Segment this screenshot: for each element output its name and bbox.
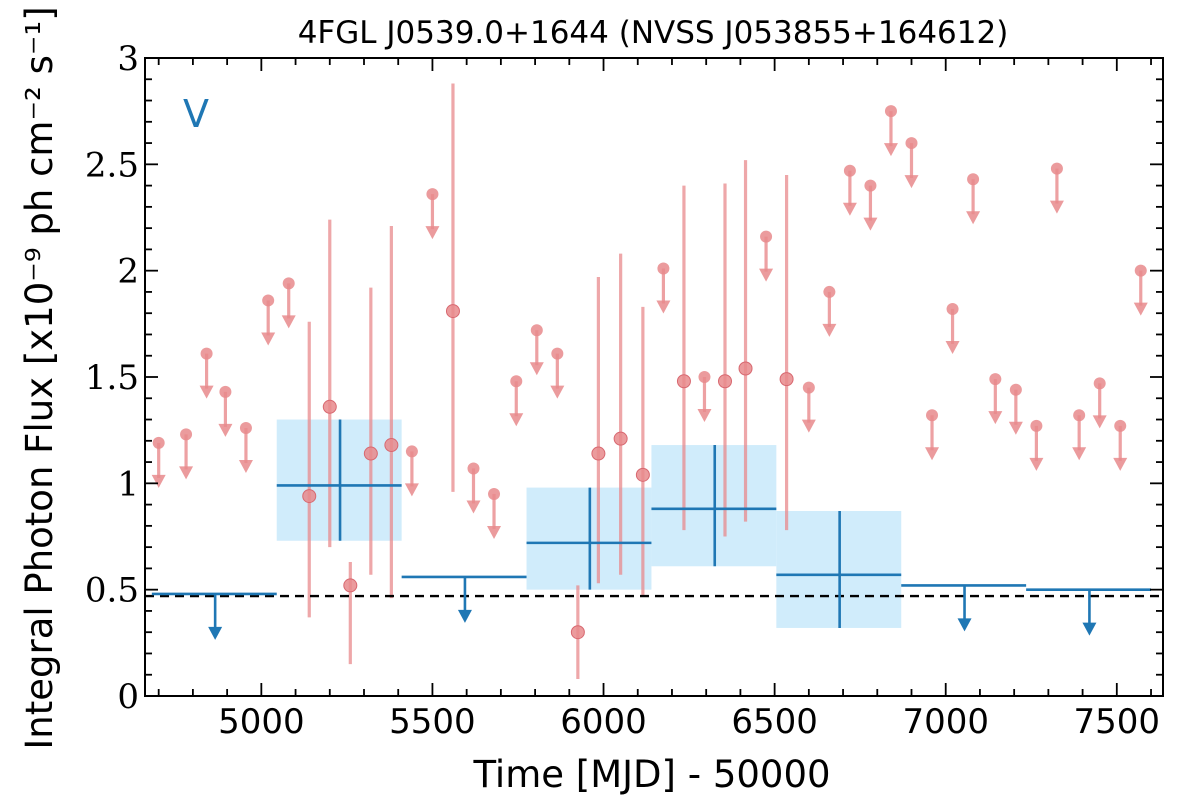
short-bin-point <box>322 399 337 414</box>
short-bin-upper-limit-arrowhead <box>199 385 214 399</box>
short-bin-upper-limit-arrowhead <box>179 466 194 480</box>
y-tick-label: 1.5 <box>85 358 139 398</box>
short-bin-upper-limit-arrowhead <box>509 413 524 427</box>
short-bin-upper-limit-arrowhead <box>529 362 544 376</box>
short-bin-point <box>779 372 794 387</box>
plot-frame <box>144 57 1164 697</box>
y-tick-label: 2.5 <box>85 145 139 185</box>
axes: 5000 5500 6000 6500 7000 7500 0 0.5 1 1.5 2 2.5 3 <box>85 39 1164 742</box>
y-tick-label: 0.5 <box>85 571 139 611</box>
short-bin-upper-limit-arrowhead <box>238 460 253 474</box>
short-bin-upper-limit-arrowhead <box>1072 447 1087 461</box>
plot-area <box>145 83 1163 679</box>
short-bin-upper-limit-arrowhead <box>1113 457 1128 471</box>
short-bin-upper-limit-arrowhead <box>966 211 981 225</box>
long-bin-upper-limit-arrowhead <box>1082 622 1097 636</box>
short-bin-upper-limit-arrowhead <box>1049 200 1064 214</box>
short-bin-upper-limit-arrowhead <box>550 385 565 399</box>
short-bin-point <box>384 438 399 453</box>
short-bin-upper-limit-arrowhead <box>945 340 960 354</box>
short-bin-upper-limit-arrowhead <box>1133 302 1148 316</box>
y-tick-label: 3 <box>117 39 139 79</box>
short-bin-upper-limit-arrowhead <box>697 409 712 422</box>
short-bin-point <box>613 431 628 446</box>
short-bin-upper-limit-arrowhead <box>1008 421 1023 435</box>
short-bin-upper-limit-arrowhead <box>425 226 440 240</box>
short-bin-point <box>591 446 606 461</box>
short-bin-upper-limit-arrowhead <box>404 483 419 497</box>
short-bin-point <box>302 489 317 504</box>
short-bin-point <box>635 467 650 482</box>
long-bin-upper-limit-arrowhead <box>957 618 972 632</box>
short-bin-upper-limit-arrowhead <box>281 315 296 329</box>
short-bin-point <box>570 625 585 640</box>
short-bin-upper-limit-arrowhead <box>904 175 919 189</box>
short-bin-upper-limit-arrowhead <box>842 202 857 216</box>
x-tick-label: 5500 <box>389 702 476 742</box>
long-bin-upper-limit-arrowhead <box>208 626 223 640</box>
short-bin-point <box>718 374 733 389</box>
short-bin-upper-limit-arrowhead <box>822 323 837 337</box>
x-tick-label: 7500 <box>1074 702 1161 742</box>
short-bin-upper-limit-arrowhead <box>151 474 166 488</box>
short-bin-point <box>738 361 753 376</box>
short-bin-point <box>445 304 460 319</box>
short-bin-upper-limit-arrowhead <box>759 268 774 282</box>
short-bin-upper-limit-arrowhead <box>1029 457 1044 471</box>
short-bin-upper-limit-arrowhead <box>801 419 816 433</box>
short-bin-upper-limit-arrowhead <box>988 411 1003 425</box>
y-tick-label: 0 <box>117 677 139 717</box>
variability-flag: V <box>183 92 209 136</box>
short-bin-upper-limit-arrowhead <box>883 143 898 157</box>
short-bin-point <box>363 446 378 461</box>
short-bin-upper-limit-arrowhead <box>656 300 671 314</box>
x-tick-label: 6500 <box>731 702 818 742</box>
y-tick-label: 2 <box>117 252 139 292</box>
y-tick-label: 1 <box>117 464 139 504</box>
short-bin-upper-limit-arrowhead <box>218 423 233 437</box>
y-axis-label: Integral Photon Flux [x10⁻⁹ ph cm⁻² s⁻¹] <box>18 6 61 749</box>
short-bin-upper-limit-arrowhead <box>261 332 276 346</box>
long-bin-upper-limit-arrowhead <box>457 609 472 623</box>
short-bin-upper-limit-arrowhead <box>1092 415 1107 429</box>
x-tick-label: 7000 <box>902 702 989 742</box>
short-bin-upper-limit-arrowhead <box>863 217 878 231</box>
chart-title: 4FGL J0539.0+1644 (NVSS J053855+164612) <box>298 15 1009 51</box>
short-bin-upper-limit-arrowhead <box>487 525 502 539</box>
x-tick-label: 6000 <box>560 702 647 742</box>
short-bin-point <box>343 578 358 593</box>
short-bin-point <box>676 374 691 389</box>
short-bin-upper-limit-arrowhead <box>466 500 481 514</box>
short-bin-upper-limit-arrowhead <box>925 447 940 461</box>
x-tick-label: 5000 <box>218 702 305 742</box>
x-axis-label: Time [MJD] - 50000 <box>472 753 830 796</box>
